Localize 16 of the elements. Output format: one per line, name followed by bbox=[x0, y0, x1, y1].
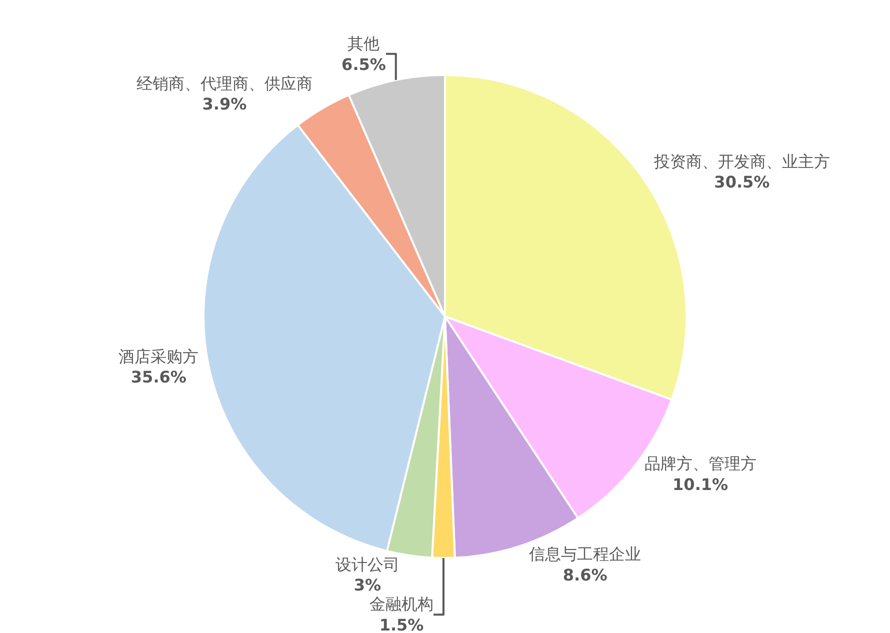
slice-label: 经销商、代理商、供应商 bbox=[136, 74, 312, 93]
data-label: 3% bbox=[354, 576, 381, 595]
data-label: 3.9% bbox=[202, 94, 247, 114]
slice-label: 金融机构 bbox=[370, 594, 434, 614]
data-label: 35.6% bbox=[130, 368, 186, 387]
slice-label: 信息与工程企业 bbox=[529, 544, 642, 564]
slice-label: 酒店采购方 bbox=[118, 346, 199, 366]
slice-label: 投资商、开发商、业主方 bbox=[652, 152, 830, 171]
data-label: 6.5% bbox=[342, 54, 386, 74]
data-label: 8.6% bbox=[562, 565, 608, 584]
slice-label: 设计公司 bbox=[335, 554, 400, 574]
data-label: 30.5% bbox=[714, 172, 770, 192]
slice-label: 其他 bbox=[348, 34, 380, 53]
slice-label: 品牌方、管理方 bbox=[644, 454, 756, 474]
data-label: 10.1% bbox=[672, 474, 728, 494]
data-label: 1.5% bbox=[379, 616, 424, 633]
